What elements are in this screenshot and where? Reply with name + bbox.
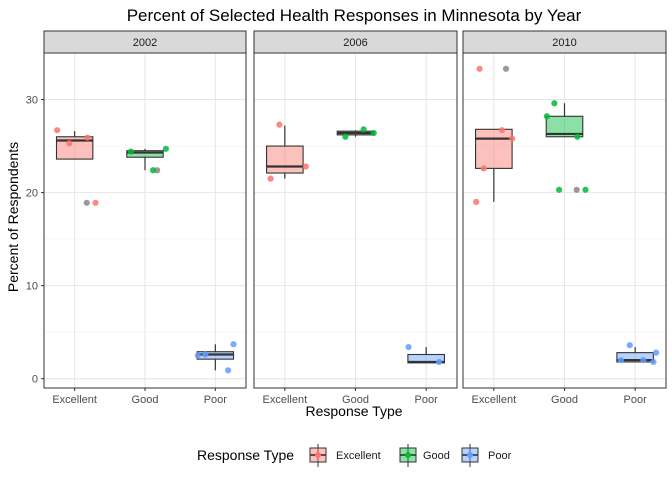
x-tick-label: Excellent <box>52 394 97 406</box>
data-point <box>302 163 309 170</box>
legend-label: Excellent <box>336 450 381 462</box>
data-point <box>617 356 625 364</box>
x-tick-label: Poor <box>204 394 228 406</box>
x-tick-label: Good <box>551 394 578 406</box>
data-point <box>435 358 443 366</box>
data-point <box>267 175 274 182</box>
y-axis-label: Percent of Respondents <box>5 142 21 292</box>
legend-label: Good <box>423 450 450 462</box>
x-tick-label: Poor <box>624 394 648 406</box>
data-point <box>555 186 563 193</box>
box-body <box>616 352 654 363</box>
data-point <box>473 198 480 205</box>
data-point <box>84 134 91 141</box>
facet-strip-label: 2010 <box>552 37 576 49</box>
data-point <box>360 126 367 133</box>
box-body <box>126 150 164 158</box>
chart-title: Percent of Selected Health Responses in … <box>127 6 582 25</box>
data-point <box>194 352 201 359</box>
data-point <box>202 351 209 358</box>
data-point <box>54 127 61 134</box>
data-point <box>498 127 506 134</box>
y-tick-label: 10 <box>26 281 38 293</box>
legend-title: Response Type <box>197 447 294 463</box>
data-point <box>574 133 581 140</box>
box-body <box>55 136 94 160</box>
facet-panels: 0 10 20 30 2002 Excellent Good Poor 2006 Excellen… <box>26 30 667 406</box>
data-point <box>276 121 283 128</box>
box-body <box>545 115 584 138</box>
legend-key-point <box>467 452 473 458</box>
data-point <box>626 342 633 349</box>
data-point <box>543 113 551 120</box>
data-point <box>370 129 377 137</box>
legend-key-poor <box>461 444 479 467</box>
data-point <box>551 100 558 107</box>
data-point <box>640 356 647 364</box>
y-tick-label: 0 <box>32 374 38 386</box>
outlier-point <box>573 186 580 193</box>
data-point <box>66 140 73 147</box>
outlier-point <box>502 65 510 72</box>
outlier-point <box>83 199 90 206</box>
data-point <box>225 367 232 374</box>
x-axis-label: Response Type <box>305 403 402 419</box>
data-point <box>405 343 412 351</box>
data-point <box>162 145 169 152</box>
y-tick-label: 30 <box>26 95 38 107</box>
legend-key-good <box>399 444 417 467</box>
legend-label: Poor <box>488 450 512 462</box>
x-tick-label: Good <box>132 394 159 406</box>
y-tick-label: 20 <box>26 188 38 200</box>
legend-key-point <box>315 452 321 458</box>
facet-strip-label: 2006 <box>343 37 367 49</box>
legend-key-point <box>405 452 411 458</box>
x-tick-label: Poor <box>415 394 439 406</box>
data-point <box>342 133 349 140</box>
data-point <box>149 167 157 174</box>
x-tick-label: Excellent <box>263 394 308 406</box>
data-point <box>92 199 99 206</box>
data-point <box>230 341 237 348</box>
box-body <box>266 145 304 174</box>
data-point <box>127 148 134 155</box>
data-point <box>480 165 487 172</box>
data-point <box>650 358 657 366</box>
data-point <box>509 135 516 142</box>
data-point <box>653 349 660 356</box>
facet-strip-label: 2002 <box>133 37 157 49</box>
x-tick-label: Good <box>342 394 369 406</box>
legend-key-excellent <box>309 444 327 467</box>
data-point <box>582 186 589 193</box>
x-tick-label: Excellent <box>472 394 517 406</box>
legend: Response Type Excellent Good Poor <box>197 444 512 467</box>
data-point <box>476 65 483 72</box>
box-body <box>475 128 513 169</box>
